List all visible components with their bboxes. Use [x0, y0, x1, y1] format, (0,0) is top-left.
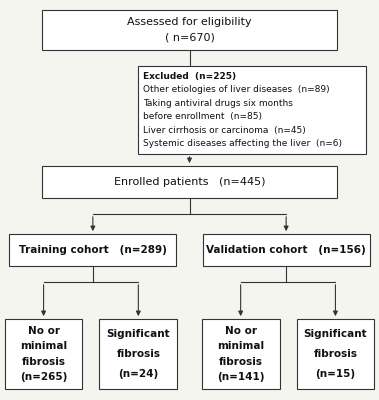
Text: (n=265): (n=265): [20, 372, 67, 382]
Text: (n=24): (n=24): [118, 369, 158, 379]
Text: (n=15): (n=15): [315, 369, 356, 379]
Text: Validation cohort   (n=156): Validation cohort (n=156): [206, 245, 366, 255]
Text: Systemic diseases affecting the liver  (n=6): Systemic diseases affecting the liver (n…: [143, 139, 342, 148]
Text: fibrosis: fibrosis: [22, 357, 66, 367]
Text: Liver cirrhosis or carcinoma  (n=45): Liver cirrhosis or carcinoma (n=45): [143, 126, 305, 135]
Text: Other etiologies of liver diseases  (n=89): Other etiologies of liver diseases (n=89…: [143, 85, 329, 94]
FancyBboxPatch shape: [99, 319, 177, 389]
FancyBboxPatch shape: [42, 166, 337, 198]
Text: No or: No or: [225, 326, 257, 336]
Text: Training cohort   (n=289): Training cohort (n=289): [19, 245, 167, 255]
Text: (n=141): (n=141): [217, 372, 265, 382]
Text: fibrosis: fibrosis: [116, 349, 160, 359]
Text: fibrosis: fibrosis: [313, 349, 357, 359]
FancyBboxPatch shape: [203, 234, 370, 266]
FancyBboxPatch shape: [5, 319, 83, 389]
Text: Excluded  (n=225): Excluded (n=225): [143, 72, 236, 81]
Text: Taking antiviral drugs six months: Taking antiviral drugs six months: [143, 99, 293, 108]
Text: Assessed for eligibility: Assessed for eligibility: [127, 17, 252, 27]
Text: No or: No or: [28, 326, 60, 336]
FancyBboxPatch shape: [9, 234, 176, 266]
Text: fibrosis: fibrosis: [219, 357, 263, 367]
FancyBboxPatch shape: [138, 66, 366, 154]
Text: ( n=670): ( n=670): [164, 33, 215, 43]
FancyBboxPatch shape: [42, 10, 337, 50]
Text: before enrollment  (n=85): before enrollment (n=85): [143, 112, 262, 121]
Text: minimal: minimal: [20, 341, 67, 351]
FancyBboxPatch shape: [296, 319, 374, 389]
Text: Enrolled patients   (n=445): Enrolled patients (n=445): [114, 177, 265, 187]
Text: Significant: Significant: [304, 329, 367, 339]
Text: Significant: Significant: [106, 329, 170, 339]
FancyBboxPatch shape: [202, 319, 279, 389]
Text: minimal: minimal: [217, 341, 264, 351]
